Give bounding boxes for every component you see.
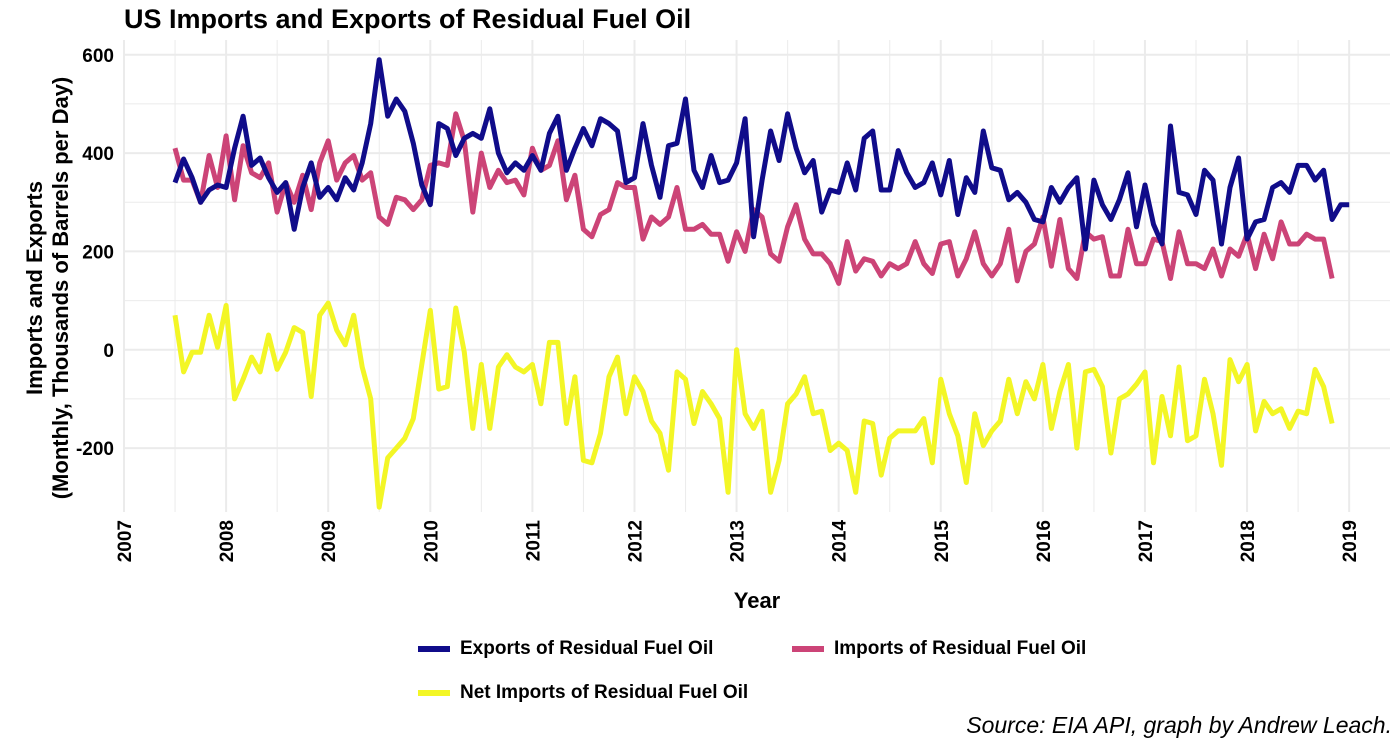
x-tick-label: 2009 [319,520,340,562]
legend-label-exports: Exports of Residual Fuel Oil [460,638,714,659]
x-tick-label: 2012 [625,520,646,562]
y-tick-label: 200 [82,242,114,263]
x-tick-label: 2017 [1136,520,1157,562]
legend-key-imports [792,646,824,652]
x-tick-label: 2007 [115,520,136,562]
grid-lines [123,40,1390,512]
x-axis-ticks: 2007 2008 2009 2010 2011 2012 2013 2014 2015 2016… [115,520,1361,563]
x-tick-label: 2010 [421,520,442,562]
x-tick-label: 2008 [217,520,238,562]
source-caption: Source: EIA API, graph by Andrew Leach. [966,712,1392,738]
legend-item-net: Net Imports of Residual Fuel Oil [418,682,748,704]
x-tick-label: 2013 [728,520,749,562]
legend-label-net: Net Imports of Residual Fuel Oil [460,682,749,703]
x-tick-label: 2015 [932,520,953,563]
x-tick-label: 2019 [1340,520,1361,562]
x-tick-label: 2014 [830,520,851,563]
chart-title: US Imports and Exports of Residual Fuel … [124,4,692,34]
series-line-imports [172,111,1335,286]
y-tick-label: 400 [82,144,114,165]
legend-item-imports: Imports of Residual Fuel Oil [792,638,1086,660]
x-tick-label: 2016 [1034,520,1055,562]
series-line-exports [172,57,1350,252]
y-axis-ticks: 600 400 200 0 -200 [76,46,114,460]
series-lines [172,57,1350,510]
legend-key-net [418,690,450,696]
x-axis-label: Year [733,588,781,613]
y-tick-label: 600 [82,46,114,67]
x-tick-label: 2011 [523,520,544,562]
legend-label-imports: Imports of Residual Fuel Oil [834,638,1087,659]
y-tick-label: -200 [76,439,114,460]
legend-key-exports [418,646,450,652]
x-tick-label: 2018 [1238,520,1259,562]
legend-item-exports: Exports of Residual Fuel Oil [418,638,713,660]
series-line-net [172,300,1335,510]
y-tick-label: 0 [103,341,114,362]
